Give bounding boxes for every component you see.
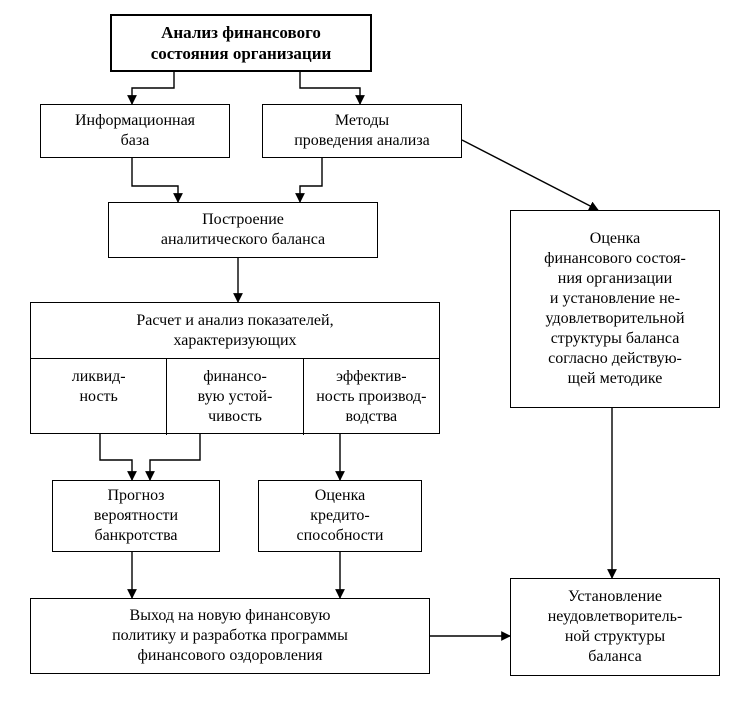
node-policy: Выход на новую финансовую политику и раз…: [30, 598, 430, 674]
node-root: Анализ финансового состояния организации: [110, 14, 372, 72]
node-root-label: Анализ финансового состояния организации: [151, 22, 332, 65]
edge: [300, 72, 360, 104]
node-structure-label: Установление неудовлетворитель- ной стру…: [548, 587, 683, 667]
node-methods-label: Методы проведения анализа: [294, 111, 430, 151]
node-indicators: Расчет и анализ показателей, характеризу…: [30, 302, 440, 434]
node-indicators-cell-efficiency: эффектив- ность производ- водства: [304, 359, 439, 435]
node-indicators-cell-liquidity: ликвид- ность: [31, 359, 167, 435]
edge: [300, 158, 322, 202]
node-indicators-header: Расчет и анализ показателей, характеризу…: [31, 303, 439, 359]
edge: [132, 158, 178, 202]
node-policy-label: Выход на новую финансовую политику и раз…: [112, 606, 348, 666]
node-credit-label: Оценка кредито- способности: [297, 486, 384, 546]
edge: [132, 72, 174, 104]
edge: [100, 434, 132, 480]
cell-label: эффектив- ность производ- водства: [316, 368, 426, 425]
node-assessment: Оценка финансового состоя- ния организац…: [510, 210, 720, 408]
node-indicators-header-label: Расчет и анализ показателей, характеризу…: [136, 311, 333, 351]
node-structure: Установление неудовлетворитель- ной стру…: [510, 578, 720, 676]
node-bankruptcy: Прогноз вероятности банкротства: [52, 480, 220, 552]
edge: [150, 434, 200, 480]
node-info-base: Информационная база: [40, 104, 230, 158]
node-credit: Оценка кредито- способности: [258, 480, 422, 552]
node-methods: Методы проведения анализа: [262, 104, 462, 158]
cell-label: ликвид- ность: [72, 368, 126, 405]
node-bankruptcy-label: Прогноз вероятности банкротства: [94, 486, 178, 546]
edge: [462, 140, 598, 210]
node-info-base-label: Информационная база: [75, 111, 195, 151]
cell-label: финансо- вую устой- чивость: [198, 368, 273, 425]
node-analytical-balance-label: Построение аналитического баланса: [161, 210, 325, 250]
node-analytical-balance: Построение аналитического баланса: [108, 202, 378, 258]
node-indicators-cells: ликвид- ность финансо- вую устой- чивост…: [31, 359, 439, 435]
node-assessment-label: Оценка финансового состоя- ния организац…: [544, 229, 686, 389]
node-indicators-cell-stability: финансо- вую устой- чивость: [167, 359, 303, 435]
